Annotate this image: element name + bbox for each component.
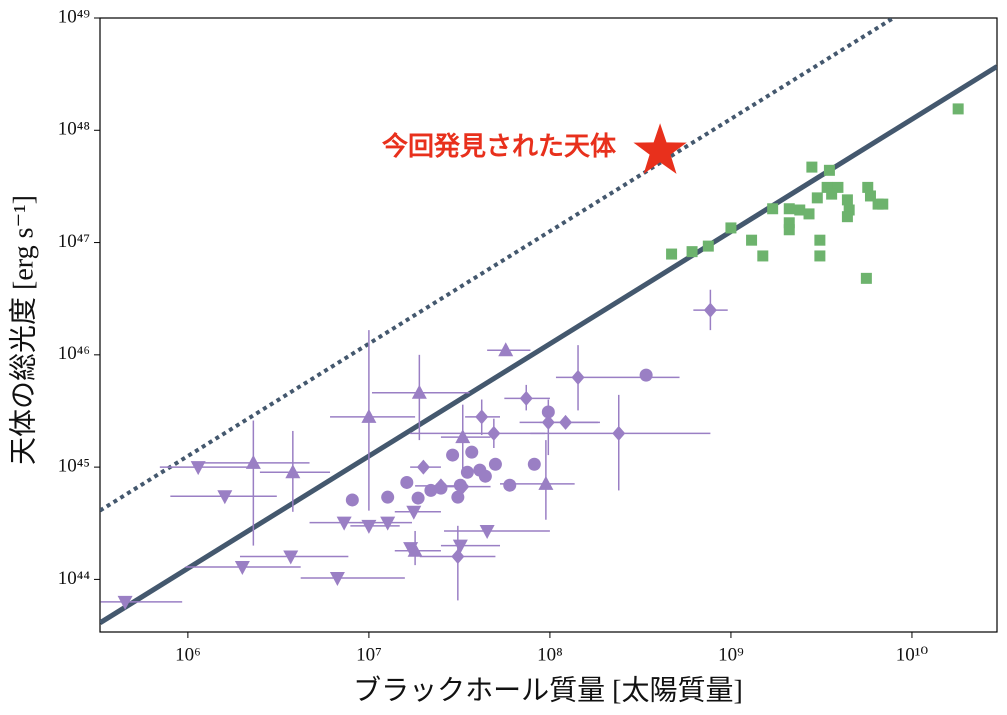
x-tick-label: 10⁹ xyxy=(718,644,744,665)
x-tick-label: 10⁷ xyxy=(356,644,382,665)
point xyxy=(841,194,853,206)
point xyxy=(381,490,395,504)
y-tick-label: 10⁴⁶ xyxy=(58,343,90,364)
point xyxy=(446,448,460,462)
point xyxy=(361,408,377,423)
point xyxy=(666,248,678,260)
point xyxy=(475,409,489,425)
point xyxy=(498,342,514,357)
point xyxy=(245,454,261,469)
point xyxy=(639,368,653,382)
point xyxy=(411,491,425,505)
point xyxy=(406,505,422,520)
plot-area xyxy=(100,18,997,625)
point xyxy=(746,234,758,246)
point xyxy=(451,548,465,564)
point xyxy=(456,479,470,495)
point xyxy=(329,571,345,586)
x-tick-label: 10¹⁰ xyxy=(896,644,929,665)
point xyxy=(434,478,448,494)
point xyxy=(190,461,206,476)
point xyxy=(285,464,301,479)
point xyxy=(811,192,823,204)
point xyxy=(283,550,299,565)
point xyxy=(538,475,554,490)
point xyxy=(411,384,427,399)
y-tick-label: 10⁴⁸ xyxy=(58,119,90,140)
point xyxy=(783,203,795,215)
y-tick-label: 10⁴⁷ xyxy=(58,231,90,252)
point xyxy=(783,224,795,236)
point xyxy=(451,490,465,504)
point xyxy=(841,211,853,223)
point xyxy=(860,272,872,284)
point xyxy=(488,457,502,471)
point xyxy=(478,469,492,483)
point xyxy=(794,204,806,216)
point xyxy=(823,164,835,176)
point xyxy=(686,246,698,258)
point xyxy=(862,181,874,193)
point xyxy=(803,208,815,220)
point xyxy=(455,429,471,444)
point xyxy=(757,250,769,262)
point xyxy=(380,516,396,531)
point xyxy=(117,595,133,610)
reference-line xyxy=(100,64,997,625)
point xyxy=(612,425,626,441)
reference-line xyxy=(100,18,895,513)
point xyxy=(503,478,517,492)
point xyxy=(519,390,533,406)
point xyxy=(424,483,438,497)
y-tick-label: 10⁴⁵ xyxy=(58,455,90,476)
point xyxy=(952,103,964,115)
point xyxy=(877,198,889,210)
point xyxy=(479,524,495,539)
point xyxy=(806,161,818,173)
point xyxy=(826,188,838,200)
plot-frame xyxy=(99,17,998,633)
y-tick-label: 10⁴⁹ xyxy=(58,6,91,27)
point xyxy=(487,425,501,441)
point xyxy=(361,519,377,534)
point xyxy=(403,542,419,557)
x-axis-label: ブラックホール質量 [太陽質量] xyxy=(353,674,743,706)
point xyxy=(217,490,233,505)
point xyxy=(814,250,826,262)
point xyxy=(702,240,714,252)
point xyxy=(703,302,717,318)
point xyxy=(452,539,468,554)
point xyxy=(345,493,359,507)
point xyxy=(400,475,414,489)
point xyxy=(725,222,737,234)
point xyxy=(527,457,541,471)
x-tick-label: 10⁸ xyxy=(537,644,563,665)
point xyxy=(767,203,779,215)
point xyxy=(336,516,352,531)
star-annotation: 今回発見された天体 xyxy=(382,131,617,162)
star-marker xyxy=(633,123,687,174)
point xyxy=(416,459,430,475)
point xyxy=(571,369,585,385)
point xyxy=(559,414,573,430)
y-tick-label: 10⁴⁴ xyxy=(58,568,91,589)
point xyxy=(465,445,479,459)
point xyxy=(234,560,250,575)
point xyxy=(814,234,826,246)
point xyxy=(460,465,474,479)
point xyxy=(541,414,555,430)
y-axis-label: 天体の総光度 [erg s⁻¹] xyxy=(7,195,39,465)
x-tick-label: 10⁶ xyxy=(175,644,201,665)
